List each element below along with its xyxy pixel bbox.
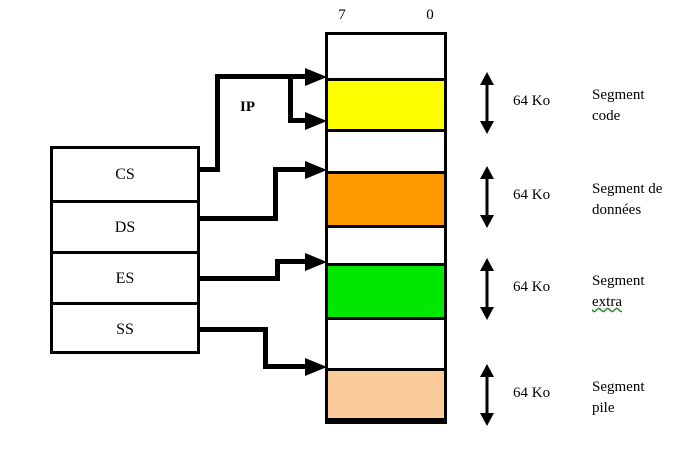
wire-ss-run-high	[200, 327, 268, 332]
register-label-es: ES	[115, 269, 135, 287]
arrowhead-cs	[305, 68, 327, 86]
segment-name-data-line2: données	[592, 202, 642, 218]
register-row-ds[interactable]: DS	[53, 200, 197, 252]
wire-ds-run-low	[200, 216, 278, 221]
memory-band-stack	[328, 368, 444, 421]
wire-ip-run	[288, 118, 318, 123]
segment-name-stack-line2: pile	[592, 400, 615, 416]
segment-name-data: Segment de données	[592, 179, 662, 221]
register-label-ss: SS	[116, 320, 134, 338]
memory-column	[325, 32, 447, 424]
size-arrow-data	[480, 166, 494, 228]
arrowhead-es	[305, 253, 327, 271]
bit-label-msb: 7	[338, 7, 346, 23]
segment-name-data-line1: Segment de	[592, 181, 663, 197]
wire-es-run-low	[200, 276, 280, 281]
segment-name-code: Segment code	[592, 85, 645, 127]
wire-ss-run-low	[263, 364, 318, 369]
bit-label-lsb: 0	[426, 7, 434, 23]
segment-name-extra: Segment extra	[592, 271, 645, 313]
wire-es-run-high	[275, 259, 318, 264]
size-label-stack: 64 Ko	[513, 385, 551, 401]
segment-name-code-line2: code	[592, 108, 621, 124]
segment-name-code-line1: Segment	[592, 87, 645, 103]
size-arrow-code	[480, 72, 494, 134]
segment-name-stack-line1: Segment	[592, 379, 645, 395]
size-label-code: 64 Ko	[513, 93, 551, 109]
wire-ss-dropper	[263, 327, 268, 368]
wire-cs-stub	[200, 167, 220, 172]
wire-ds-run-high	[273, 167, 318, 172]
wire-ip-riser	[288, 74, 293, 123]
register-label-ds: DS	[114, 218, 136, 236]
register-file: CS DS ES SS	[50, 146, 200, 354]
memory-band-data	[328, 171, 444, 228]
arrowhead-ss	[305, 358, 327, 376]
arrowhead-ip	[305, 112, 327, 130]
register-row-ss[interactable]: SS	[53, 302, 197, 354]
instruction-pointer-label: IP	[240, 99, 255, 115]
size-label-data: 64 Ko	[513, 187, 551, 203]
size-arrow-extra	[480, 258, 494, 320]
wire-cs-riser	[215, 74, 220, 172]
register-row-es[interactable]: ES	[53, 251, 197, 303]
register-label-cs: CS	[115, 166, 135, 183]
arrowhead-ds	[305, 161, 327, 179]
wire-es-riser	[275, 259, 280, 281]
memory-band-code	[328, 78, 444, 132]
register-row-cs[interactable]: CS	[53, 149, 197, 201]
segment-name-stack: Segment pile	[592, 377, 645, 419]
segment-name-extra-line1: Segment	[592, 273, 645, 289]
wire-ds-riser	[273, 167, 278, 221]
size-arrow-stack	[480, 364, 494, 426]
size-label-extra: 64 Ko	[513, 279, 551, 295]
memory-band-extra	[328, 263, 444, 320]
wire-cs-run	[215, 74, 317, 79]
segment-name-extra-line2: extra	[592, 294, 622, 310]
